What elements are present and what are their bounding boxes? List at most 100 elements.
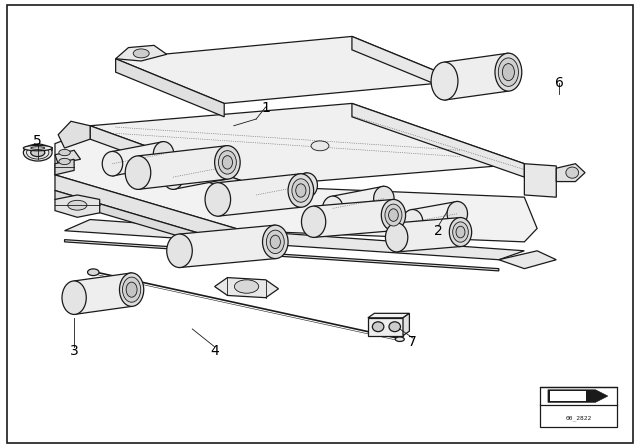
Text: 00_2822: 00_2822 xyxy=(566,416,592,421)
Ellipse shape xyxy=(381,199,406,231)
Ellipse shape xyxy=(262,225,288,258)
Polygon shape xyxy=(403,313,410,336)
Ellipse shape xyxy=(502,64,515,81)
Polygon shape xyxy=(90,103,524,186)
Ellipse shape xyxy=(163,165,183,190)
Polygon shape xyxy=(218,174,301,216)
Ellipse shape xyxy=(301,206,326,237)
Polygon shape xyxy=(413,202,458,234)
Polygon shape xyxy=(55,159,74,175)
Polygon shape xyxy=(55,195,100,217)
Ellipse shape xyxy=(456,226,465,238)
Ellipse shape xyxy=(24,146,52,151)
Ellipse shape xyxy=(372,322,384,332)
Ellipse shape xyxy=(566,167,579,178)
Ellipse shape xyxy=(288,174,314,207)
Ellipse shape xyxy=(385,204,402,226)
Ellipse shape xyxy=(452,222,468,242)
Polygon shape xyxy=(368,313,410,318)
Polygon shape xyxy=(55,190,243,255)
Polygon shape xyxy=(116,45,167,61)
Polygon shape xyxy=(214,278,278,297)
Ellipse shape xyxy=(68,200,87,210)
Ellipse shape xyxy=(266,230,284,254)
Ellipse shape xyxy=(297,173,317,198)
Polygon shape xyxy=(90,126,256,199)
Polygon shape xyxy=(368,318,403,336)
Text: 2: 2 xyxy=(434,224,442,238)
Polygon shape xyxy=(58,121,90,148)
Ellipse shape xyxy=(126,282,137,297)
Ellipse shape xyxy=(120,273,144,306)
Polygon shape xyxy=(55,130,537,242)
Polygon shape xyxy=(454,81,473,95)
Ellipse shape xyxy=(311,141,329,151)
Polygon shape xyxy=(499,251,556,269)
Ellipse shape xyxy=(125,156,151,190)
Ellipse shape xyxy=(205,183,230,216)
Polygon shape xyxy=(55,151,81,164)
Polygon shape xyxy=(55,175,243,246)
Ellipse shape xyxy=(59,150,70,155)
Ellipse shape xyxy=(167,234,192,267)
Ellipse shape xyxy=(296,184,306,197)
Ellipse shape xyxy=(389,322,401,332)
Ellipse shape xyxy=(403,210,423,234)
Polygon shape xyxy=(314,199,394,237)
Polygon shape xyxy=(65,220,524,260)
Ellipse shape xyxy=(499,58,518,86)
Polygon shape xyxy=(116,59,224,117)
Ellipse shape xyxy=(447,202,467,226)
Polygon shape xyxy=(524,164,556,197)
Ellipse shape xyxy=(388,209,398,221)
Polygon shape xyxy=(445,53,508,100)
Polygon shape xyxy=(461,70,499,88)
Polygon shape xyxy=(179,225,275,267)
Ellipse shape xyxy=(62,281,86,314)
Ellipse shape xyxy=(431,62,458,100)
Polygon shape xyxy=(556,164,585,181)
Ellipse shape xyxy=(385,223,408,252)
Polygon shape xyxy=(352,36,461,95)
Ellipse shape xyxy=(495,53,522,91)
Ellipse shape xyxy=(214,146,240,179)
Ellipse shape xyxy=(463,69,477,77)
Ellipse shape xyxy=(374,186,394,211)
Ellipse shape xyxy=(218,151,236,174)
Ellipse shape xyxy=(102,151,123,176)
Ellipse shape xyxy=(31,149,45,156)
Polygon shape xyxy=(65,240,499,271)
Ellipse shape xyxy=(59,158,70,164)
Ellipse shape xyxy=(292,179,310,202)
Ellipse shape xyxy=(122,277,141,302)
Ellipse shape xyxy=(222,155,232,169)
Ellipse shape xyxy=(323,196,343,221)
Polygon shape xyxy=(550,391,586,401)
Polygon shape xyxy=(333,186,384,221)
Polygon shape xyxy=(352,103,524,177)
Ellipse shape xyxy=(270,235,280,249)
Text: 7: 7 xyxy=(408,336,417,349)
Ellipse shape xyxy=(88,269,99,276)
Ellipse shape xyxy=(31,147,45,150)
Ellipse shape xyxy=(449,218,472,246)
Text: 5: 5 xyxy=(33,134,42,148)
Polygon shape xyxy=(435,61,486,79)
Polygon shape xyxy=(540,387,617,427)
Text: 1: 1 xyxy=(261,101,270,115)
Polygon shape xyxy=(138,146,227,190)
Polygon shape xyxy=(74,273,132,314)
Ellipse shape xyxy=(24,144,52,161)
Polygon shape xyxy=(173,155,224,190)
Ellipse shape xyxy=(234,280,259,293)
Polygon shape xyxy=(397,218,461,252)
Ellipse shape xyxy=(214,155,234,180)
Ellipse shape xyxy=(154,142,173,166)
Polygon shape xyxy=(256,173,307,207)
Polygon shape xyxy=(113,142,164,176)
Text: 4: 4 xyxy=(211,344,219,358)
Text: 6: 6 xyxy=(555,76,564,90)
Polygon shape xyxy=(116,36,461,103)
Polygon shape xyxy=(548,390,608,402)
Ellipse shape xyxy=(133,49,149,58)
